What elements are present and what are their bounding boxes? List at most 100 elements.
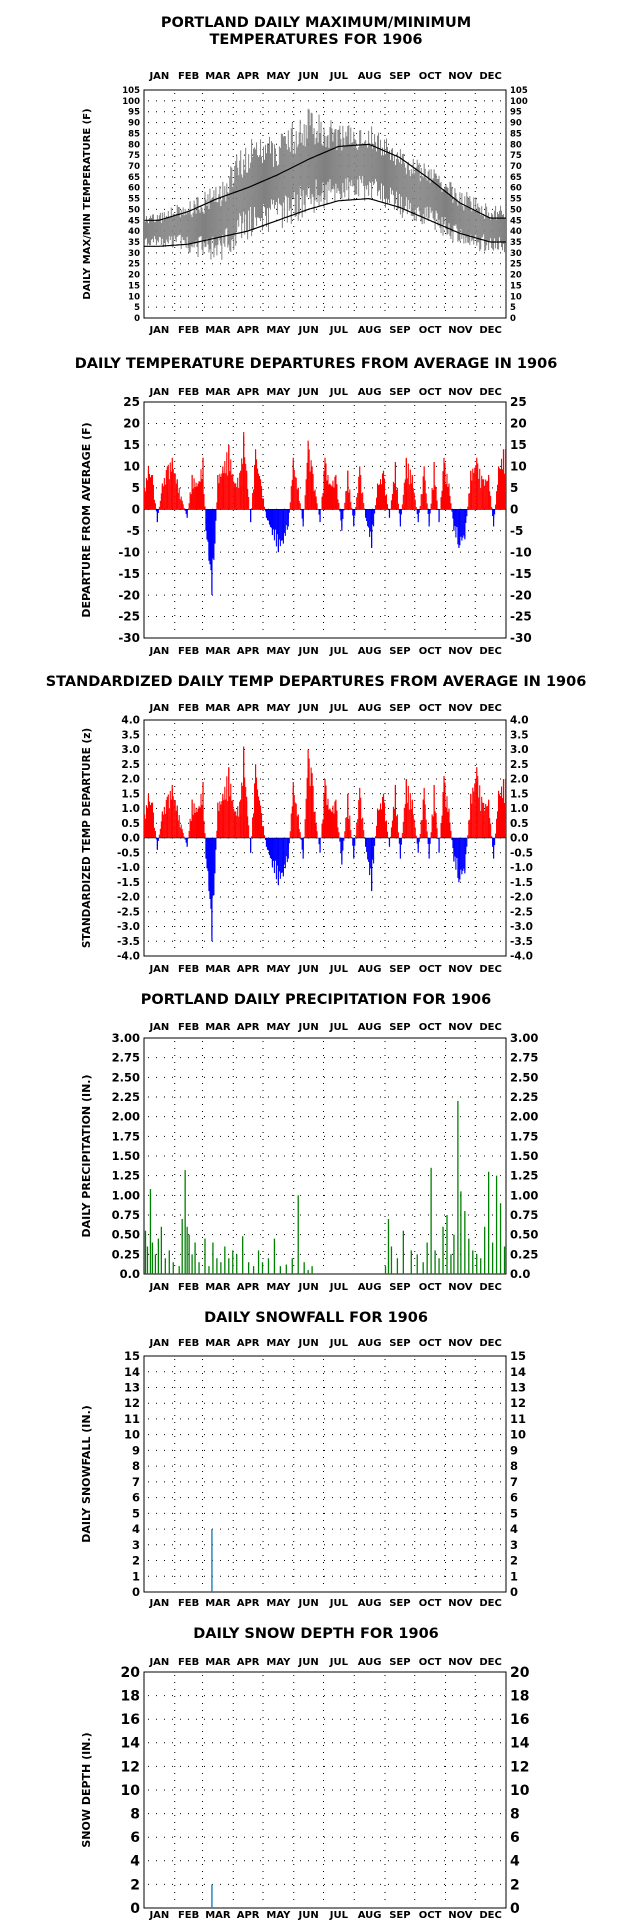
- y-tick-label-left: 10: [124, 1428, 140, 1442]
- month-label-top: SEP: [389, 1022, 410, 1033]
- y-tick-label-right: 4: [510, 1522, 518, 1536]
- month-label-bottom: DEC: [479, 964, 501, 975]
- month-label-bottom: JUL: [329, 1910, 349, 1921]
- y-tick-label-right: 0: [510, 314, 516, 324]
- y-tick-label-right: -30: [510, 631, 532, 645]
- y-tick-label-left: 20: [121, 1665, 141, 1681]
- y-tick-label-left: 0.0: [120, 1267, 140, 1281]
- month-label-bottom: FEB: [178, 1282, 199, 1293]
- y-tick-label-left: -30: [118, 631, 140, 645]
- month-label-top: FEB: [178, 1022, 199, 1033]
- month-label-bottom: JAN: [148, 1598, 169, 1609]
- y-tick-label-right: 20: [510, 417, 527, 431]
- y-tick-label-left: 1.25: [112, 1169, 140, 1183]
- y-tick-label-right: 100: [510, 97, 528, 107]
- month-label-bottom: JUL: [329, 964, 349, 975]
- y-tick-label-right: 15: [510, 281, 522, 291]
- y-tick-label-right: 0: [510, 502, 518, 516]
- y-tick-label-left: 25: [123, 395, 140, 409]
- y-tick-label-left: 0: [132, 502, 140, 516]
- month-label-top: AUG: [358, 1338, 382, 1349]
- y-tick-label-right: 3.00: [510, 1031, 538, 1045]
- month-label-bottom: MAR: [205, 1598, 231, 1609]
- y-tick-label-right: 0: [510, 1901, 520, 1917]
- y-tick-label-right: 2: [510, 1554, 518, 1568]
- y-tick-label-left: 3.00: [112, 1031, 140, 1045]
- month-label-top: JUL: [329, 703, 349, 714]
- y-tick-label-left: 0.0: [121, 833, 140, 845]
- month-label-top: NOV: [448, 1022, 473, 1033]
- month-label-top: MAR: [205, 1338, 231, 1349]
- y-tick-label-left: -1.5: [117, 877, 140, 889]
- y-tick-label-right: 11: [510, 1412, 526, 1426]
- month-label-bottom: APR: [237, 1910, 260, 1921]
- month-label-bottom: MAY: [266, 1910, 291, 1921]
- y-tick-label-right: 25: [510, 260, 522, 270]
- y-tick-label-left: 25: [128, 260, 140, 270]
- y-axis-label: DEPARTURE FROM AVERAGE (F): [80, 422, 93, 617]
- month-label-bottom: OCT: [419, 646, 442, 657]
- month-label-bottom: JAN: [148, 1910, 169, 1921]
- y-tick-label-right: 3.0: [510, 744, 529, 756]
- month-label-bottom: MAY: [266, 1598, 291, 1609]
- month-label-top: MAR: [205, 703, 231, 714]
- y-tick-label-left: 15: [128, 281, 140, 291]
- y-axis-label: DAILY SNOWFALL (IN.): [80, 1405, 93, 1543]
- month-label-bottom: OCT: [419, 1598, 442, 1609]
- y-axis-label: SNOW DEPTH (IN.): [80, 1732, 93, 1847]
- month-label-bottom: NOV: [448, 646, 473, 657]
- y-tick-label-left: 4: [130, 1854, 140, 1870]
- y-tick-label-right: 8: [510, 1807, 520, 1823]
- month-label-top: JUN: [298, 1338, 319, 1349]
- y-tick-label-right: 2.00: [510, 1110, 538, 1124]
- month-label-top: NOV: [448, 1338, 473, 1349]
- month-label-top: JUN: [298, 1657, 319, 1668]
- y-tick-label-right: 50: [510, 205, 522, 215]
- y-tick-label-left: 0: [130, 1901, 140, 1917]
- y-tick-label-left: 10: [121, 1783, 141, 1799]
- month-label-top: JAN: [148, 71, 169, 82]
- month-label-bottom: NOV: [448, 325, 473, 336]
- y-tick-label-right: 1.75: [510, 1129, 538, 1143]
- y-axis-label: DAILY PRECIPITATION (IN.): [80, 1074, 93, 1237]
- y-tick-label-left: 1.50: [112, 1149, 140, 1163]
- y-tick-label-left: 7: [132, 1475, 140, 1489]
- month-label-bottom: NOV: [448, 964, 473, 975]
- y-tick-label-right: 6: [510, 1830, 520, 1846]
- month-label-bottom: AUG: [358, 1598, 382, 1609]
- y-tick-label-left: 1.5: [121, 788, 140, 800]
- y-tick-label-right: 25: [510, 395, 527, 409]
- month-label-top: NOV: [448, 1657, 473, 1668]
- chart-title: DAILY TEMPERATURE DEPARTURES FROM AVERAG…: [74, 356, 558, 372]
- y-tick-label-right: 10: [510, 460, 527, 474]
- y-tick-label-left: -5: [127, 524, 140, 538]
- month-label-top: DEC: [479, 387, 501, 398]
- grid: [148, 1675, 502, 1905]
- month-label-bottom: MAY: [266, 1282, 291, 1293]
- y-tick-label-left: 16: [121, 1712, 140, 1728]
- y-tick-label-left: 0.75: [112, 1208, 140, 1222]
- month-label-bottom: MAY: [266, 325, 291, 336]
- y-tick-label-right: 75: [510, 151, 522, 161]
- month-label-top: MAY: [266, 1022, 291, 1033]
- chart-title: DAILY SNOW DEPTH FOR 1906: [193, 1626, 439, 1642]
- y-tick-label-right: 0.50: [510, 1228, 538, 1242]
- month-label-bottom: MAY: [266, 646, 291, 657]
- y-tick-label-left: 4.0: [121, 715, 140, 727]
- y-tick-label-left: -20: [118, 588, 140, 602]
- y-tick-label-left: 2: [132, 1554, 140, 1568]
- y-tick-label-left: 105: [122, 86, 140, 96]
- month-label-top: DEC: [479, 1338, 501, 1349]
- normal-low-line: [144, 197, 506, 247]
- y-tick-label-right: 1.5: [510, 788, 529, 800]
- y-tick-label-right: 14: [510, 1365, 526, 1379]
- y-tick-label-left: 2.00: [112, 1110, 140, 1124]
- y-tick-label-right: 0: [510, 1585, 518, 1599]
- month-label-top: JUN: [298, 387, 319, 398]
- y-tick-label-right: 0.5: [510, 818, 529, 830]
- y-tick-label-left: 14: [121, 1736, 141, 1752]
- y-tick-label-right: 35: [510, 238, 522, 248]
- y-tick-label-right: 20: [510, 271, 522, 281]
- y-tick-label-left: -25: [118, 610, 140, 624]
- month-label-top: DEC: [479, 1022, 501, 1033]
